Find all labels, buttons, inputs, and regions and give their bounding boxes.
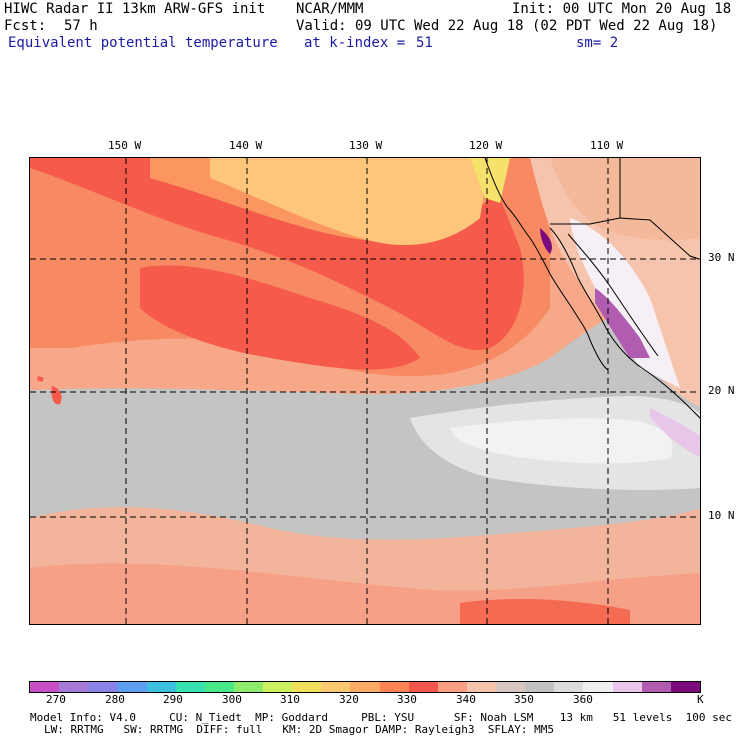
init-time: Init: 00 UTC Mon 20 Aug 18 [512, 1, 732, 17]
map-canvas [30, 158, 700, 624]
colorbar-label: 340 [456, 693, 476, 706]
lon-label: 150 W [108, 139, 142, 152]
field-region [650, 408, 700, 458]
island-region [37, 376, 44, 382]
field-region [450, 418, 673, 464]
lon-label: 130 W [349, 139, 383, 152]
colorbar-segment [525, 682, 555, 692]
field-region [140, 265, 420, 370]
colorbar-segment [350, 682, 380, 692]
lon-label: 120 W [469, 139, 503, 152]
colorbar-segment [59, 682, 89, 692]
island-region [51, 386, 62, 405]
colorbar-label: 300 [222, 693, 242, 706]
plot-title: HIWC Radar II 13km ARW-GFS init [4, 1, 266, 17]
colorbar-label: 350 [514, 693, 534, 706]
colorbar-segment [321, 682, 351, 692]
lon-label: 140 W [229, 139, 263, 152]
border-line [619, 158, 700, 260]
graticule [30, 158, 700, 624]
colorbar-segment [88, 682, 118, 692]
lat-label: 20 N [708, 384, 735, 397]
colorbar-segment [554, 682, 584, 692]
field-region [460, 598, 630, 624]
lat-label: 10 N [708, 509, 735, 522]
level-value: 51 [416, 35, 433, 51]
field-region [210, 158, 490, 246]
border-line [550, 217, 621, 225]
field-region [470, 158, 510, 203]
forecast-label: Fcst: [4, 18, 47, 34]
organization: NCAR/MMM [296, 1, 364, 17]
coastline [549, 227, 700, 419]
colorbar-segment [583, 682, 613, 692]
colorbar-segment [233, 682, 263, 692]
land-region [550, 158, 700, 241]
colorbar-segment [117, 682, 147, 692]
field-name: Equivalent potential temperature [8, 35, 278, 51]
colorbar-segment [263, 682, 293, 692]
colorbar-segment [670, 682, 700, 692]
colorbar-label: 290 [163, 693, 183, 706]
coastline [567, 233, 659, 357]
colorbar-segment [466, 682, 496, 692]
colorbar-label: 270 [46, 693, 66, 706]
colorbar-label: 360 [573, 693, 593, 706]
colorbar-segment [496, 682, 526, 692]
lon-label: 110 W [590, 139, 624, 152]
forecast-hour: 57 h [64, 18, 98, 34]
coastline [484, 158, 609, 371]
colorbar-label: 320 [339, 693, 359, 706]
colorbar-segment [30, 682, 60, 692]
lat-label: 30 N [708, 251, 735, 264]
colorbar-segment [292, 682, 322, 692]
theta-e-map [29, 157, 701, 625]
model-info-line2: LW: RRTMG SW: RRTMG DIFF: full KM: 2D Sm… [44, 723, 554, 736]
colorbar-segment [175, 682, 205, 692]
field-region [570, 218, 680, 388]
colorbar-label: 310 [280, 693, 300, 706]
colorbar-segment [437, 682, 467, 692]
model-info-line1: Model Info: V4.0 CU: N_Tiedt MP: Goddard… [30, 711, 732, 724]
level-label: at k-index = [304, 35, 406, 51]
colorbar-segment [204, 682, 234, 692]
colorbar [29, 681, 701, 693]
colorbar-segment [146, 682, 176, 692]
smoothing-label: sm= 2 [576, 35, 619, 51]
colorbar-unit: K [697, 693, 704, 706]
colorbar-label: 330 [397, 693, 417, 706]
colorbar-segment [641, 682, 671, 692]
field-region [540, 228, 552, 254]
colorbar-segment [408, 682, 438, 692]
field-region [595, 288, 650, 358]
valid-time: Valid: 09 UTC Wed 22 Aug 18 (02 PDT Wed … [296, 18, 718, 34]
colorbar-segment [379, 682, 409, 692]
colorbar-label: 280 [105, 693, 125, 706]
colorbar-segment [612, 682, 642, 692]
